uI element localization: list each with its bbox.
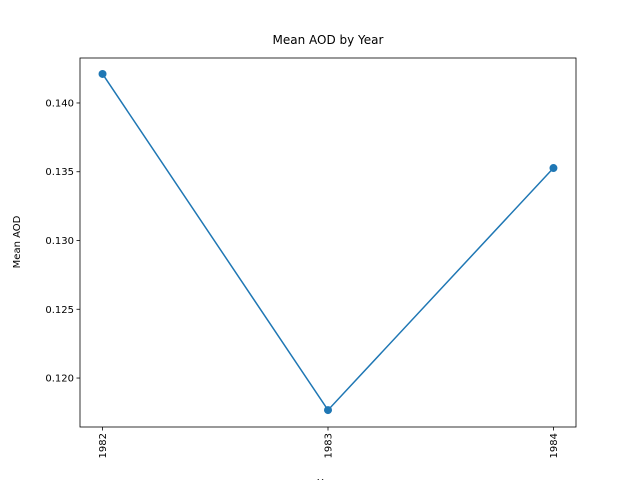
y-tick-label: 0.130 — [45, 236, 74, 247]
plot-frame — [79, 57, 577, 428]
chart-title: Mean AOD by Year — [273, 33, 384, 47]
y-tick-label: 0.125 — [45, 305, 74, 316]
y-tick-label: 0.135 — [45, 167, 74, 178]
x-axis-label: Year — [316, 478, 339, 480]
line — [101, 73, 555, 412]
point — [324, 406, 332, 415]
y-tick-label: 0.140 — [45, 98, 74, 109]
x-tick-label: 1984 — [549, 433, 560, 458]
point — [98, 69, 107, 78]
point — [549, 164, 558, 173]
x-tick-label: 1982 — [98, 433, 109, 458]
y-tick-label: 0.120 — [45, 374, 74, 385]
y-axis-label: Mean AOD — [12, 215, 23, 268]
x-tick-label: 1983 — [324, 433, 335, 458]
